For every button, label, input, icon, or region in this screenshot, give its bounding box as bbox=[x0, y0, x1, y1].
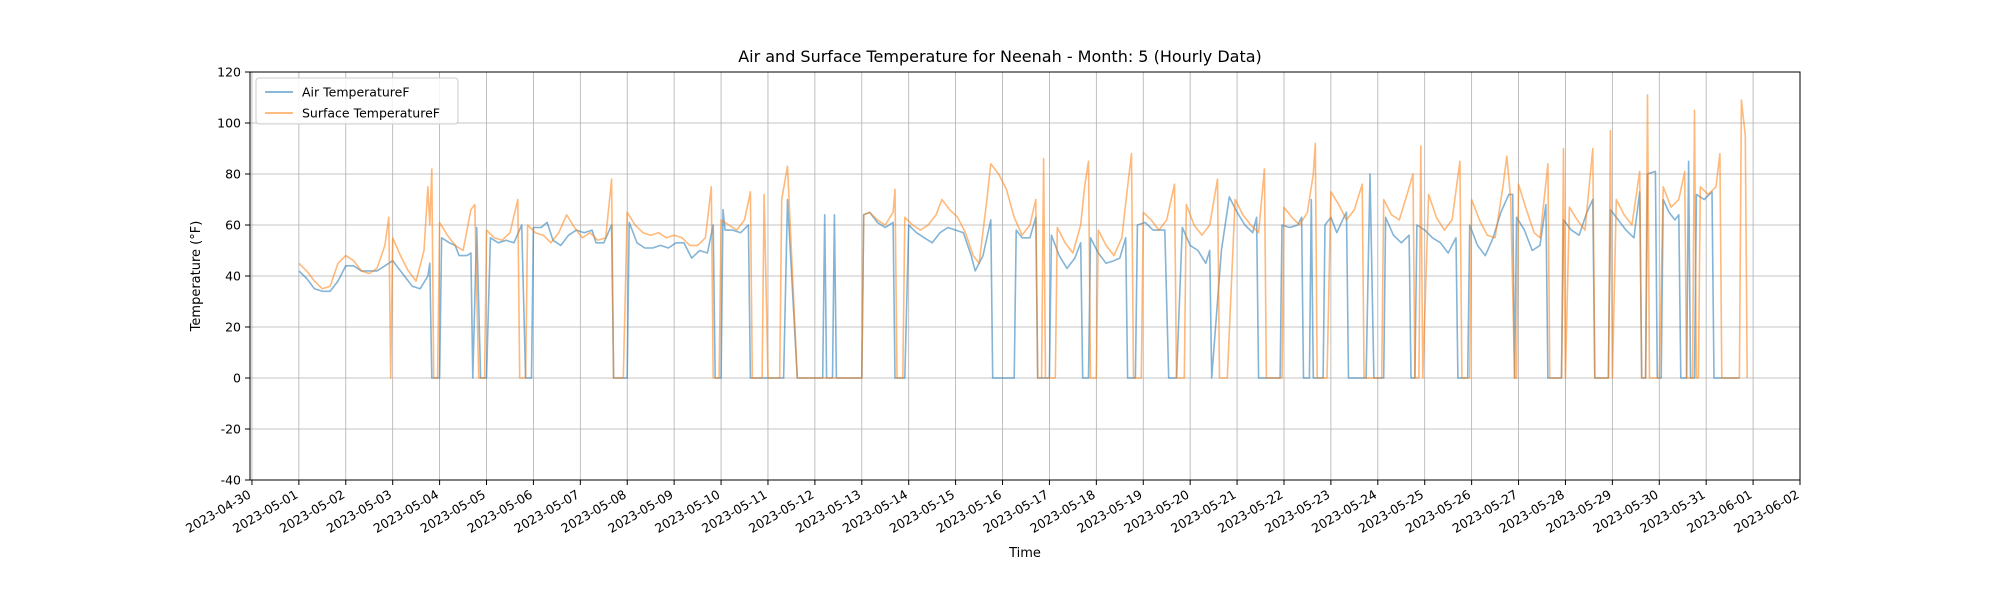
chart-title: Air and Surface Temperature for Neenah -… bbox=[738, 47, 1262, 66]
legend: Air TemperatureF Surface TemperatureF bbox=[255, 77, 459, 125]
x-axis: 2023-04-302023-05-012023-05-022023-05-03… bbox=[183, 480, 1802, 536]
y-tick-label: -40 bbox=[221, 473, 241, 488]
legend-label: Air TemperatureF bbox=[302, 85, 410, 100]
y-tick-label: 0 bbox=[233, 371, 241, 386]
series-lines bbox=[298, 94, 1748, 379]
y-axis-label: Temperature (°F) bbox=[189, 221, 204, 333]
y-tick-label: 120 bbox=[217, 65, 241, 80]
legend-label: Surface TemperatureF bbox=[302, 106, 440, 121]
series-line-0 bbox=[298, 160, 1740, 379]
x-axis-label: Time bbox=[1008, 546, 1041, 561]
y-tick-label: 100 bbox=[217, 116, 241, 131]
y-tick-label: 20 bbox=[225, 320, 241, 335]
series-line-1 bbox=[298, 94, 1748, 379]
y-tick-label: 80 bbox=[225, 167, 241, 182]
y-tick-label: 40 bbox=[225, 269, 241, 284]
legend-box bbox=[255, 77, 459, 125]
y-axis: -40 -20 0 20 40 60 80 100 120 bbox=[217, 65, 250, 488]
y-tick-label: -20 bbox=[221, 422, 241, 437]
y-tick-label: 60 bbox=[225, 218, 241, 233]
